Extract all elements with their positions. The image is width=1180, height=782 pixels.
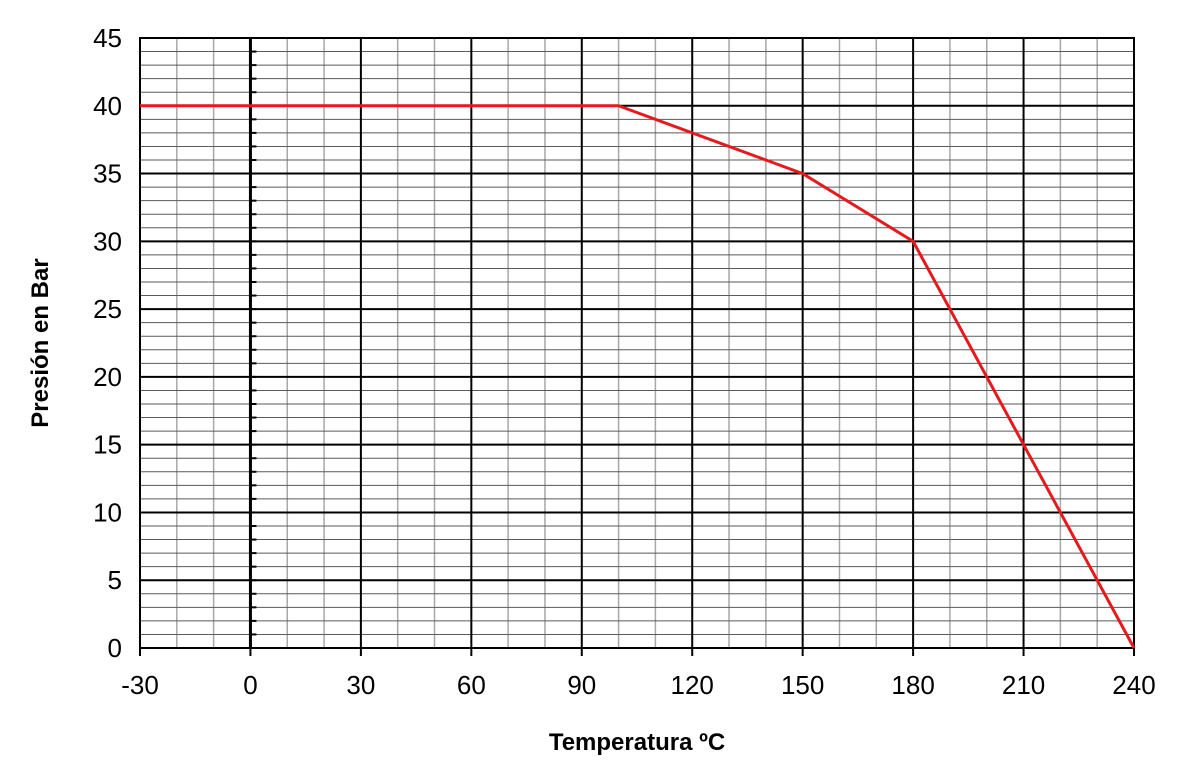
x-tick-labels: -30 0 30 60 90 120 150 180 210 240 xyxy=(121,670,1155,700)
x-tick-label: 210 xyxy=(1002,670,1045,700)
x-tick-label: 240 xyxy=(1112,670,1155,700)
x-tick-label: 180 xyxy=(891,670,934,700)
y-axis-title: Presión en Bar xyxy=(27,258,54,427)
x-tick-label: 30 xyxy=(346,670,375,700)
y-tick-label: 30 xyxy=(93,226,122,256)
x-axis-title: Temperatura ºC xyxy=(549,729,725,756)
y-tick-labels: 0 5 10 15 20 25 30 35 40 45 xyxy=(93,23,122,663)
y-tick-label: 25 xyxy=(93,294,122,324)
minor-grid xyxy=(140,38,1134,648)
x-tick-label: 60 xyxy=(457,670,486,700)
x-tick-label: 120 xyxy=(671,670,714,700)
series-line xyxy=(140,104,1136,649)
y-tick-label: 5 xyxy=(108,565,122,595)
y-tick-label: 0 xyxy=(108,633,122,663)
y-tick-label: 40 xyxy=(93,91,122,121)
y-tick-label: 35 xyxy=(93,159,122,189)
series-layer xyxy=(140,104,1136,649)
x-tick-label: -30 xyxy=(121,670,159,700)
plot-frame xyxy=(139,37,1135,649)
y-tick-label: 15 xyxy=(93,430,122,460)
x-tick-label: 150 xyxy=(781,670,824,700)
y-tick-label: 20 xyxy=(93,362,122,392)
y-tick-label: 10 xyxy=(93,497,122,527)
major-grid xyxy=(139,37,1135,656)
x-tick-label: 90 xyxy=(567,670,596,700)
y-tick-label: 45 xyxy=(93,23,122,53)
x-tick-label: 0 xyxy=(243,670,257,700)
